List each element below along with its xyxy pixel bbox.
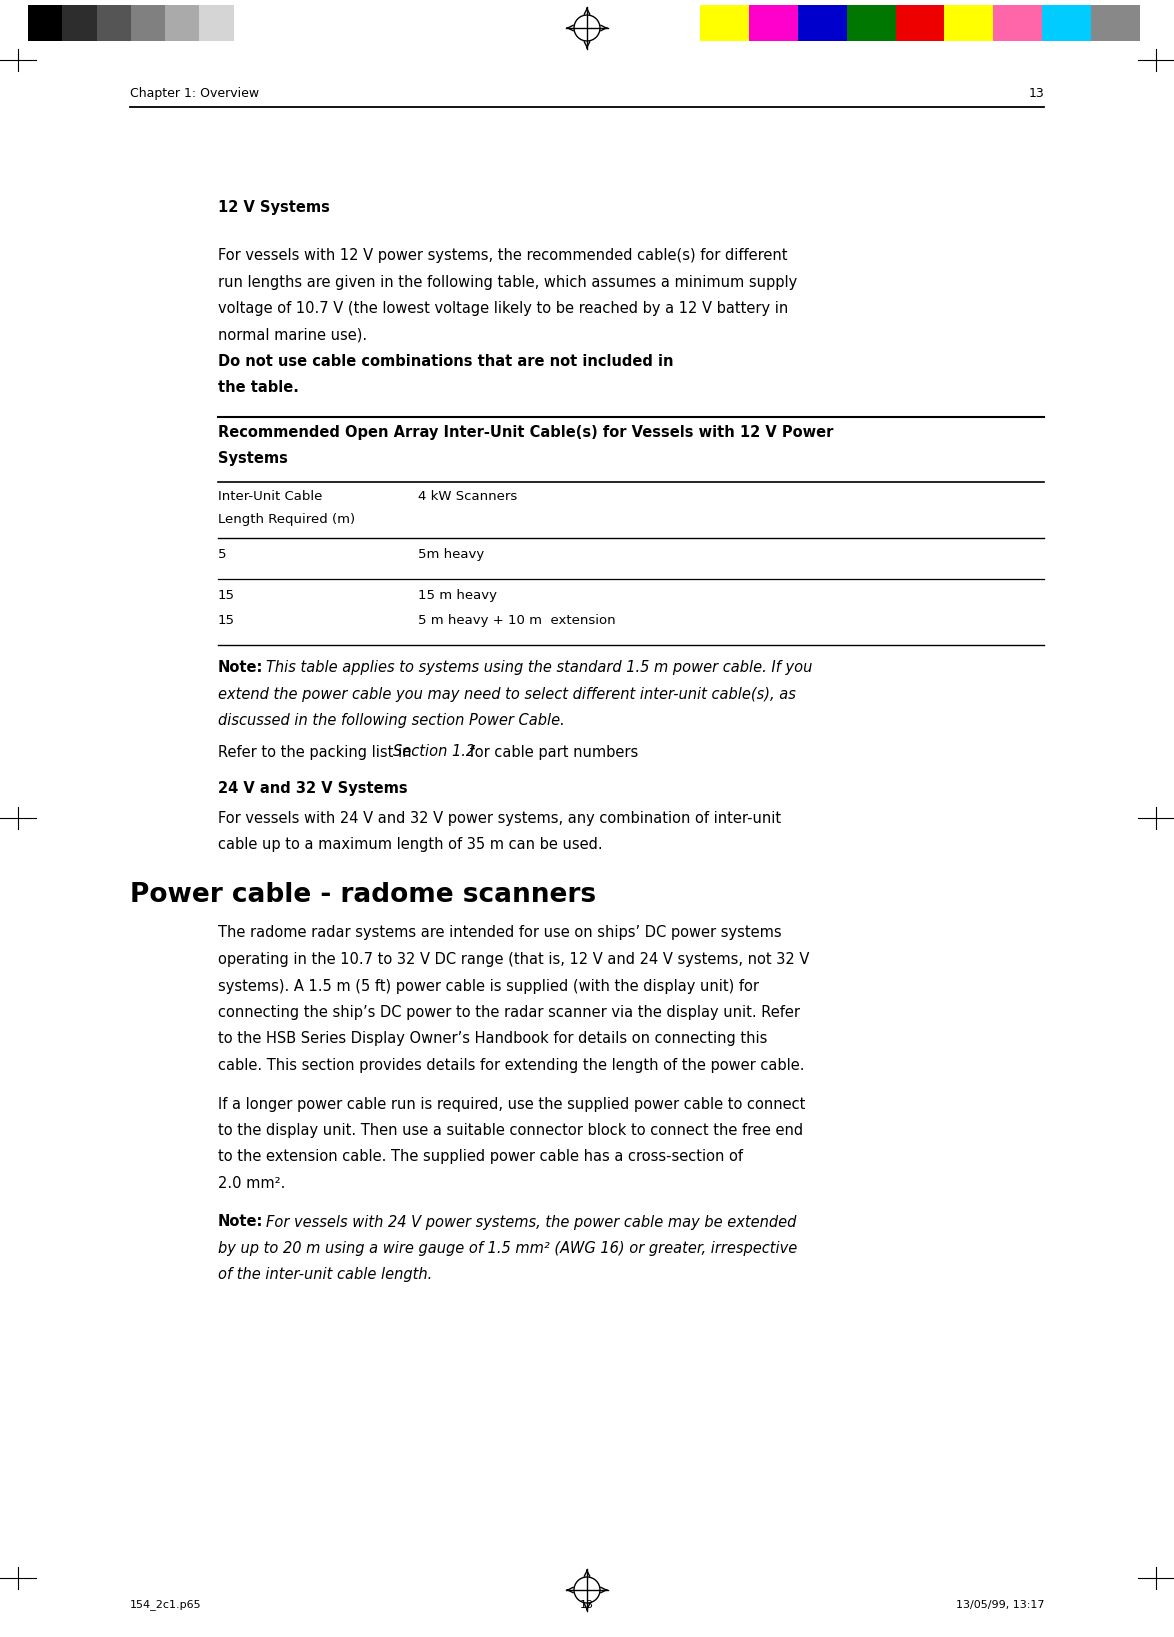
Text: 24 V and 32 V Systems: 24 V and 32 V Systems — [218, 781, 407, 796]
Text: 2.0 mm².: 2.0 mm². — [218, 1175, 285, 1192]
Text: Inter-Unit Cable: Inter-Unit Cable — [218, 489, 323, 503]
Bar — [234, 5, 268, 41]
Text: by up to 20 m using a wire gauge of 1.5 mm² (AWG 16) or greater, irrespective: by up to 20 m using a wire gauge of 1.5 … — [218, 1241, 797, 1256]
Bar — [896, 5, 944, 41]
Text: cable up to a maximum length of 35 m can be used.: cable up to a maximum length of 35 m can… — [218, 837, 602, 851]
Bar — [130, 5, 166, 41]
Text: 12 V Systems: 12 V Systems — [218, 200, 330, 214]
Text: 15 m heavy: 15 m heavy — [418, 589, 497, 602]
Text: 4 kW Scanners: 4 kW Scanners — [418, 489, 518, 503]
Text: Section 1.2: Section 1.2 — [393, 745, 475, 760]
Text: run lengths are given in the following table, which assumes a minimum supply: run lengths are given in the following t… — [218, 275, 797, 290]
Text: Note:: Note: — [218, 1215, 263, 1229]
Text: Refer to the packing list in: Refer to the packing list in — [218, 745, 416, 760]
Text: systems). A 1.5 m (5 ft) power cable is supplied (with the display unit) for: systems). A 1.5 m (5 ft) power cable is … — [218, 979, 760, 994]
Text: Systems: Systems — [218, 452, 288, 467]
Text: If a longer power cable run is required, use the supplied power cable to connect: If a longer power cable run is required,… — [218, 1097, 805, 1112]
Text: cable. This section provides details for extending the length of the power cable: cable. This section provides details for… — [218, 1058, 804, 1072]
Bar — [749, 5, 798, 41]
Text: Chapter 1: Overview: Chapter 1: Overview — [130, 87, 259, 100]
Bar — [993, 5, 1043, 41]
Text: 5m heavy: 5m heavy — [418, 548, 484, 561]
Text: For vessels with 12 V power systems, the recommended cable(s) for different: For vessels with 12 V power systems, the… — [218, 247, 788, 264]
Text: Note:: Note: — [218, 660, 263, 674]
Text: This table applies to systems using the standard 1.5 m power cable. If you: This table applies to systems using the … — [266, 660, 812, 674]
Text: 15: 15 — [218, 589, 235, 602]
Text: 5 m heavy + 10 m  extension: 5 m heavy + 10 m extension — [418, 614, 615, 627]
Bar — [1043, 5, 1091, 41]
Bar — [944, 5, 993, 41]
Text: Do not use cable combinations that are not included in: Do not use cable combinations that are n… — [218, 354, 674, 368]
Text: The radome radar systems are intended for use on ships’ DC power systems: The radome radar systems are intended fo… — [218, 925, 782, 941]
Text: 5: 5 — [218, 548, 227, 561]
Text: to the extension cable. The supplied power cable has a cross-section of: to the extension cable. The supplied pow… — [218, 1149, 743, 1164]
Text: For vessels with 24 V and 32 V power systems, any combination of inter-unit: For vessels with 24 V and 32 V power sys… — [218, 810, 781, 825]
Bar — [1091, 5, 1140, 41]
Text: 13: 13 — [580, 1599, 594, 1611]
Text: to the HSB Series Display Owner’s Handbook for details on connecting this: to the HSB Series Display Owner’s Handbo… — [218, 1031, 768, 1046]
Text: normal marine use).: normal marine use). — [218, 327, 367, 342]
Text: extend the power cable you may need to select different inter-unit cable(s), as: extend the power cable you may need to s… — [218, 686, 796, 702]
Text: connecting the ship’s DC power to the radar scanner via the display unit. Refer: connecting the ship’s DC power to the ra… — [218, 1005, 799, 1020]
Text: for cable part numbers: for cable part numbers — [465, 745, 639, 760]
Text: discussed in the following section Power Cable.: discussed in the following section Power… — [218, 714, 565, 728]
Text: Length Required (m): Length Required (m) — [218, 512, 355, 525]
Text: to the display unit. Then use a suitable connector block to connect the free end: to the display unit. Then use a suitable… — [218, 1123, 803, 1138]
Text: the table.: the table. — [218, 380, 299, 396]
Bar — [798, 5, 846, 41]
Bar — [96, 5, 130, 41]
Text: operating in the 10.7 to 32 V DC range (that is, 12 V and 24 V systems, not 32 V: operating in the 10.7 to 32 V DC range (… — [218, 953, 809, 967]
Bar — [846, 5, 896, 41]
Bar — [62, 5, 96, 41]
Text: For vessels with 24 V power systems, the power cable may be extended: For vessels with 24 V power systems, the… — [266, 1215, 796, 1229]
Text: 13: 13 — [1028, 87, 1044, 100]
Text: voltage of 10.7 V (the lowest voltage likely to be reached by a 12 V battery in: voltage of 10.7 V (the lowest voltage li… — [218, 301, 788, 316]
Bar — [200, 5, 234, 41]
Text: 154_2c1.p65: 154_2c1.p65 — [130, 1599, 202, 1611]
Bar — [700, 5, 749, 41]
Text: of the inter-unit cable length.: of the inter-unit cable length. — [218, 1267, 432, 1282]
Bar — [166, 5, 200, 41]
Bar — [28, 5, 62, 41]
Text: Power cable - radome scanners: Power cable - radome scanners — [130, 881, 596, 907]
Text: 13/05/99, 13:17: 13/05/99, 13:17 — [956, 1599, 1044, 1611]
Text: Recommended Open Array Inter-Unit Cable(s) for Vessels with 12 V Power: Recommended Open Array Inter-Unit Cable(… — [218, 426, 834, 440]
Text: 15: 15 — [218, 614, 235, 627]
